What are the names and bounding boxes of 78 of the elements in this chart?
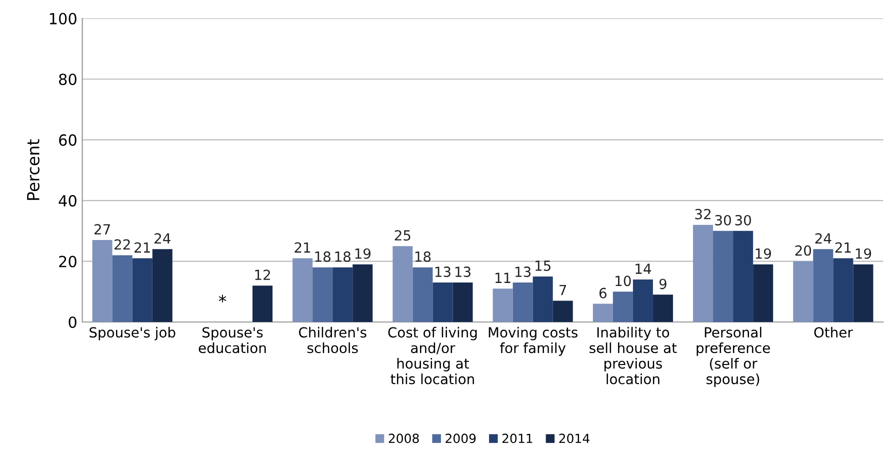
bar xyxy=(552,300,573,322)
data-label: 30 xyxy=(735,214,751,226)
bar xyxy=(92,240,112,322)
bar xyxy=(312,267,333,322)
bar xyxy=(612,292,633,322)
data-label: 11 xyxy=(495,272,510,283)
bar xyxy=(392,246,413,322)
bar xyxy=(833,258,854,322)
x-tick-label: Spouse's job xyxy=(90,326,176,340)
bar xyxy=(592,304,613,322)
data-label: 18 xyxy=(335,251,350,262)
x-tick-label: Moving costs for family xyxy=(488,326,578,356)
y-tick-label: 60 xyxy=(59,134,76,146)
data-label: 15 xyxy=(536,260,550,271)
bar xyxy=(352,264,373,322)
annotation: * xyxy=(218,294,226,302)
bar xyxy=(412,267,433,322)
data-label: 32 xyxy=(695,208,710,220)
bar xyxy=(753,264,774,322)
x-tick-label: Children's schools xyxy=(298,326,366,354)
data-label: 18 xyxy=(315,251,330,262)
y-tick-label: 40 xyxy=(58,195,76,207)
data-label: 21 xyxy=(835,242,851,253)
data-label: 9 xyxy=(659,278,666,290)
data-label: 13 xyxy=(455,266,470,278)
data-label: 13 xyxy=(435,266,450,278)
y-axis-title: Percent xyxy=(27,139,40,200)
data-label: 14 xyxy=(636,264,652,274)
legend-label: 2008 xyxy=(388,434,419,444)
bar xyxy=(332,267,353,322)
data-label: 30 xyxy=(715,214,731,226)
bar xyxy=(152,249,172,322)
data-label: 21 xyxy=(134,242,150,253)
bar xyxy=(292,258,313,322)
data-label: 10 xyxy=(616,276,631,286)
bar xyxy=(632,279,653,322)
y-tick-label: 100 xyxy=(50,12,76,24)
bar xyxy=(492,288,513,322)
data-label: 22 xyxy=(114,239,130,250)
y-tick-label: 0 xyxy=(68,316,76,328)
legend-label: 2014 xyxy=(559,434,590,444)
y-tick-label: 20 xyxy=(59,256,76,268)
x-tick-label: Cost of living and/or housing at this location xyxy=(388,326,477,384)
y-tick-label: 80 xyxy=(59,74,76,86)
x-tick-label: Spouse's education xyxy=(198,327,266,354)
x-tick-label: Personal preference (self or spouse) xyxy=(696,326,770,387)
x-tick-label: Other xyxy=(814,326,853,338)
data-label: 21 xyxy=(294,242,310,253)
bar xyxy=(132,258,152,322)
bar xyxy=(452,282,473,322)
bar xyxy=(713,230,734,322)
bar xyxy=(853,264,874,322)
data-label: 20 xyxy=(795,245,812,256)
data-label: 24 xyxy=(154,233,170,244)
data-label: 6 xyxy=(599,288,606,298)
legend-label: 2011 xyxy=(502,434,532,444)
bar xyxy=(652,294,673,322)
bar xyxy=(512,282,533,322)
data-label: 18 xyxy=(415,251,431,262)
bar xyxy=(432,282,453,322)
data-label: 27 xyxy=(94,224,110,234)
data-label: 7 xyxy=(560,284,566,296)
bar xyxy=(532,276,553,322)
bar xyxy=(733,230,754,322)
bar xyxy=(813,249,834,322)
data-label: 19 xyxy=(756,248,771,259)
bar xyxy=(252,286,273,322)
x-tick-label: Inability to sell house at previous location xyxy=(590,326,677,384)
data-label: 13 xyxy=(516,266,531,278)
bar xyxy=(112,255,132,322)
data-label: 12 xyxy=(255,270,270,280)
data-label: 19 xyxy=(856,248,872,259)
data-label: 24 xyxy=(815,233,832,244)
legend-label: 2009 xyxy=(446,434,476,444)
data-label: 25 xyxy=(394,230,410,241)
bar xyxy=(693,224,714,322)
bar xyxy=(793,261,814,322)
data-label: 19 xyxy=(355,248,370,259)
